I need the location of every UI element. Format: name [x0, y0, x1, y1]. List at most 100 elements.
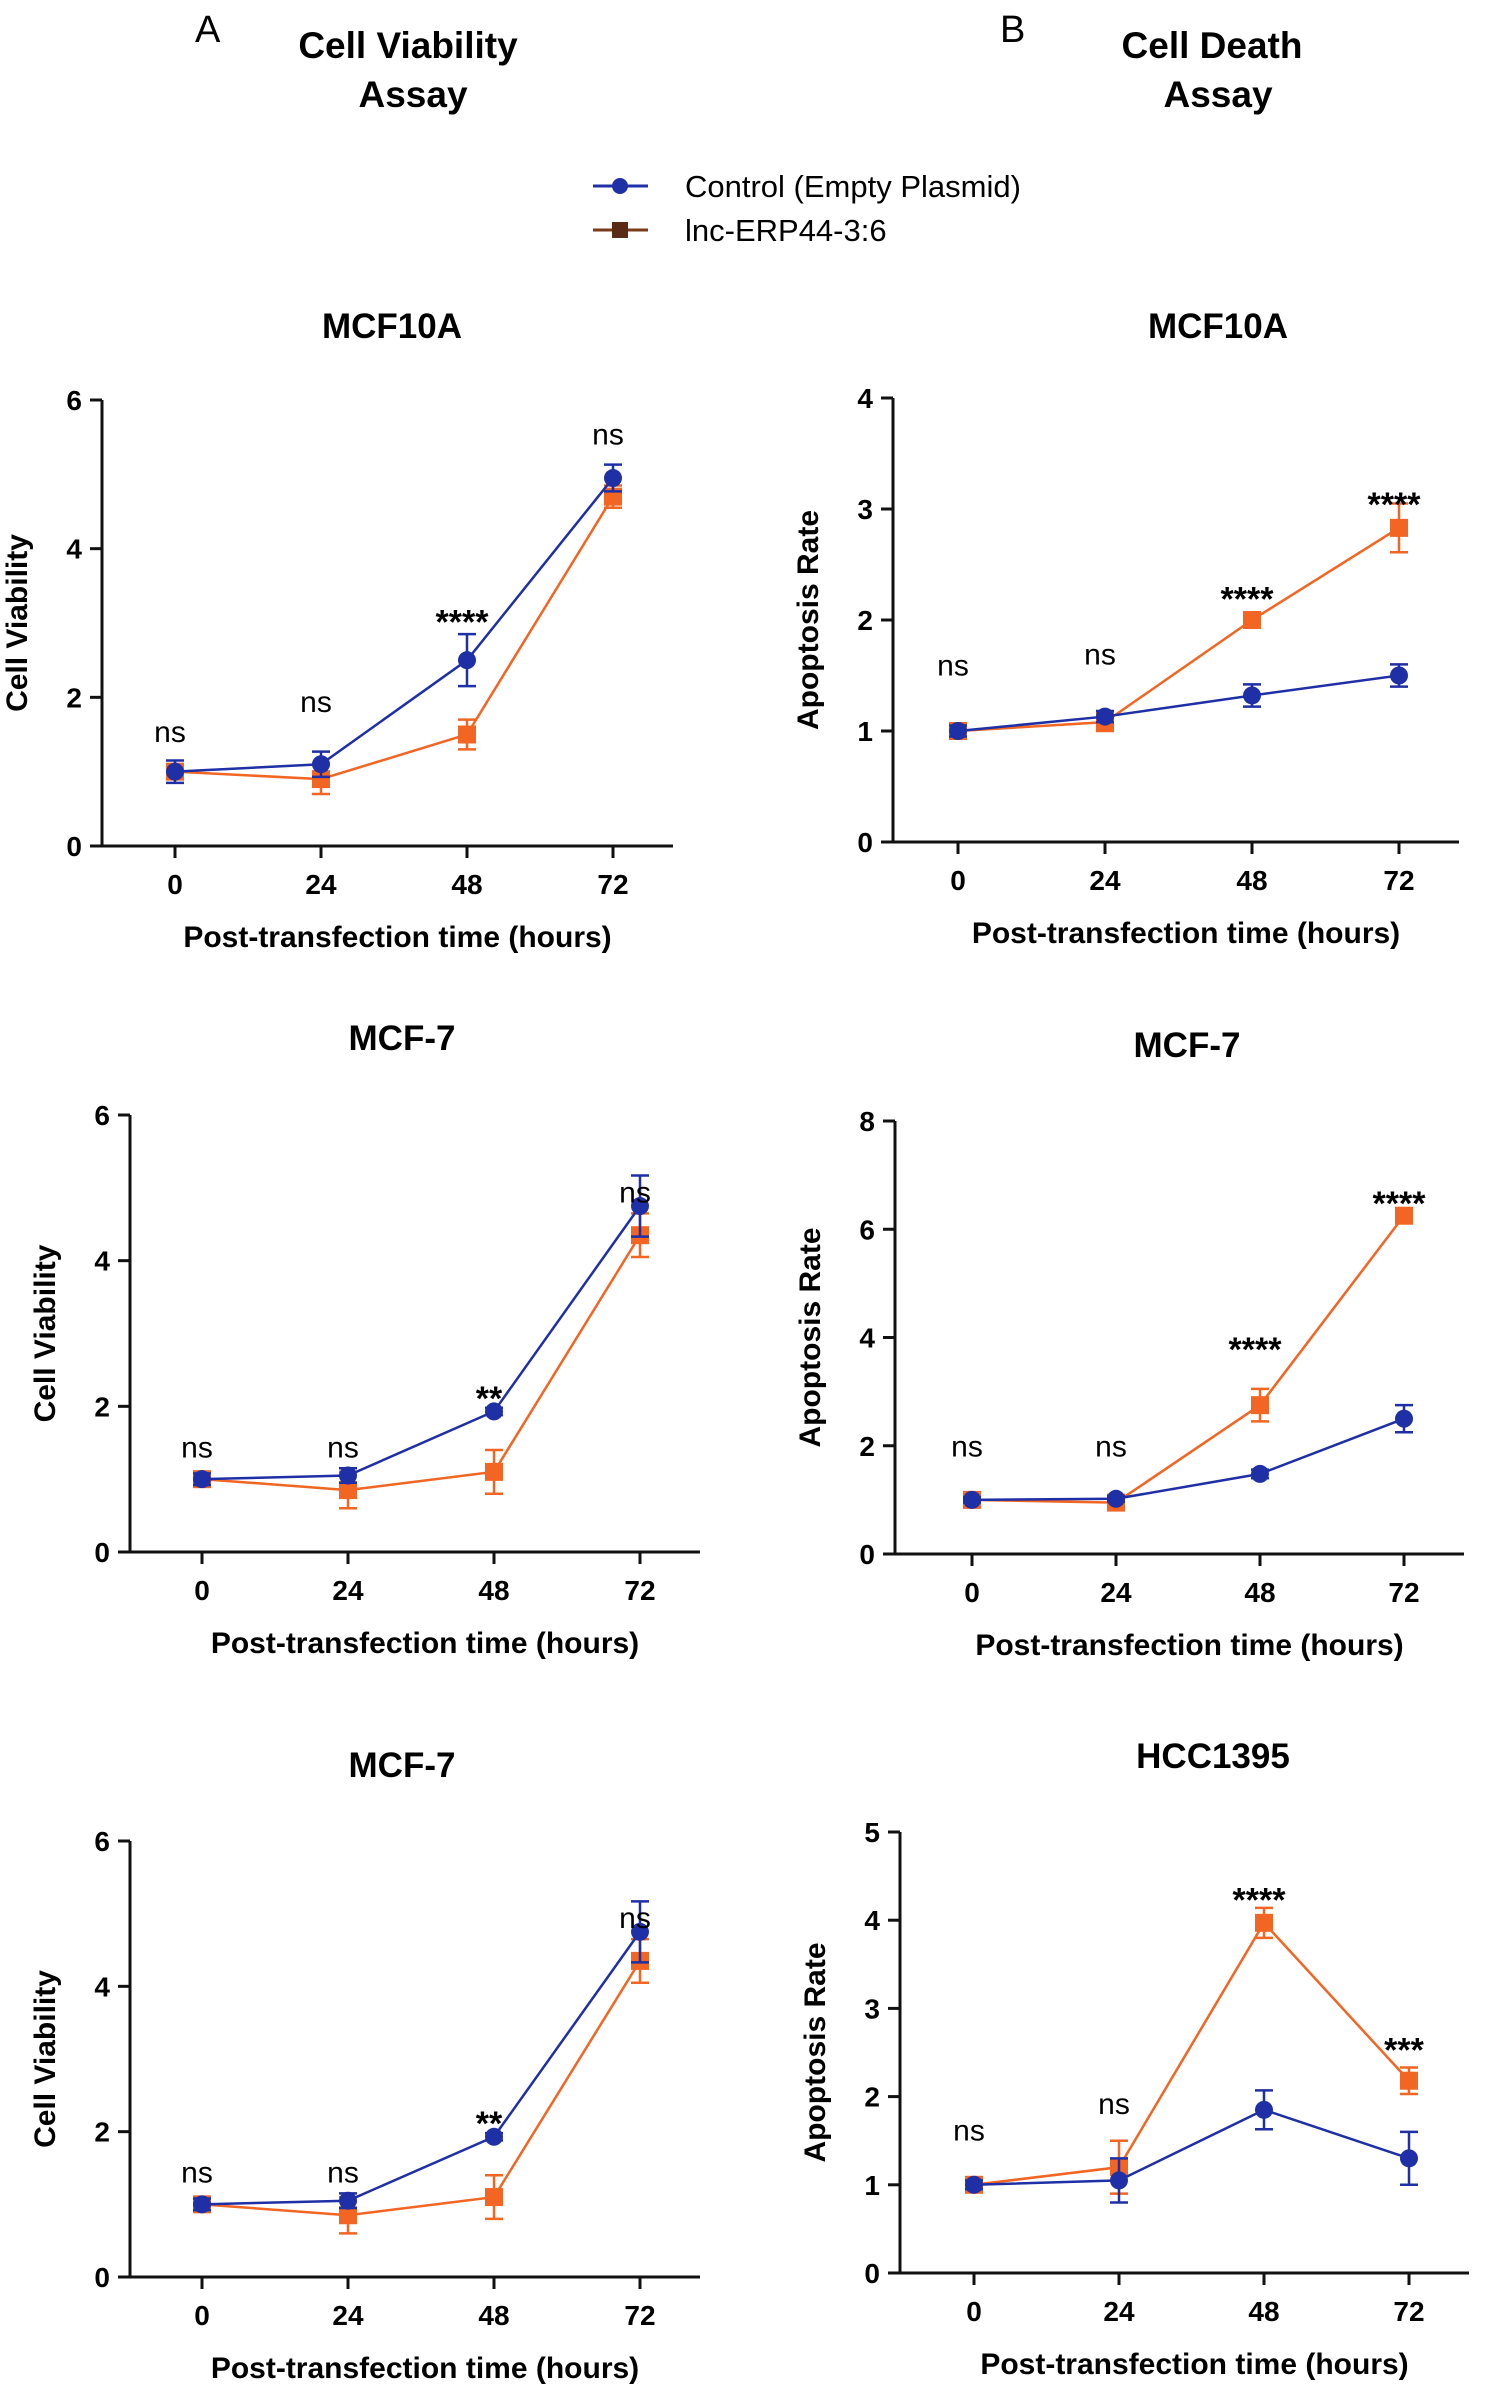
legend-lnc-marker: [612, 222, 628, 238]
x-tick-label: 24: [1103, 2296, 1135, 2327]
significance-label: ns: [327, 1431, 359, 1464]
series-line: [201, 1931, 642, 2206]
x-tick-label: 72: [1393, 2296, 1424, 2327]
significance-label: ns: [181, 1431, 213, 1464]
data-point-lnc: [1400, 2071, 1418, 2090]
data-point-control: [1390, 666, 1408, 685]
y-axis-label: Cell Viability: [29, 1244, 62, 1422]
x-tick-label: 24: [1100, 1577, 1132, 1608]
significance-label: ****: [1229, 1331, 1283, 1369]
x-tick-label: 48: [1248, 2296, 1279, 2327]
y-tick-label: 3: [857, 494, 873, 525]
data-point-control: [1096, 707, 1114, 726]
series-line: [973, 2108, 1410, 2187]
series-line: [957, 526, 1400, 733]
data-point-lnc: [1243, 611, 1261, 629]
y-tick-label: 0: [94, 2262, 110, 2293]
panel-a-letter: A: [195, 9, 221, 51]
x-tick-label: 24: [1089, 865, 1121, 896]
panel-a-title-line2: Assay: [358, 74, 467, 115]
y-tick-label: 4: [859, 1323, 875, 1354]
data-point-lnc: [1255, 1913, 1273, 1932]
y-tick-label: 8: [859, 1106, 875, 1137]
series-lnc: [166, 484, 622, 796]
data-point-control: [339, 2191, 357, 2210]
y-tick-label: 6: [94, 1826, 110, 1857]
y-tick-label: 0: [66, 831, 82, 862]
series-lnc: [949, 502, 1408, 740]
y-tick-label: 2: [94, 1391, 110, 1422]
series-line: [201, 1960, 642, 2217]
significance-label: ns: [181, 2157, 213, 2190]
significance-label: ****: [1233, 1882, 1287, 1920]
data-point-control: [1251, 1464, 1269, 1483]
data-point-control: [193, 2195, 211, 2214]
data-point-lnc: [485, 1462, 503, 1481]
x-tick-label: 24: [332, 2300, 364, 2331]
y-axis-label: Cell Viability: [1, 534, 34, 712]
y-tick-label: 4: [864, 1905, 880, 1936]
data-point-control: [485, 2127, 503, 2146]
data-point-control: [631, 1922, 649, 1941]
legend-item-control: Control (Empty Plasmid): [593, 169, 1021, 204]
y-tick-label: 2: [859, 1431, 875, 1462]
data-point-control: [1400, 2149, 1418, 2168]
chart-6: HCC1395 0 1 2 3 4 5 0 24 48 72 Post-transfection ti…: [799, 1737, 1469, 2381]
significance-label: **: [476, 1380, 503, 1418]
significance-label: ns: [1084, 638, 1116, 671]
data-point-control: [193, 1470, 211, 1489]
panel-b-title-line1: Cell Death: [1122, 25, 1303, 66]
series-line: [973, 1920, 1410, 2187]
y-tick-label: 1: [864, 2170, 880, 2201]
x-tick-label: 72: [624, 2300, 655, 2331]
significance-label: ****: [1221, 580, 1275, 618]
chart-title: HCC1395: [1136, 1737, 1290, 1776]
y-tick-label: 6: [859, 1214, 875, 1245]
data-point-control: [339, 1466, 357, 1485]
data-point-lnc: [339, 2206, 357, 2225]
significance-label: ****: [436, 604, 490, 642]
significance-label: ns: [619, 1902, 651, 1935]
y-tick-label: 0: [864, 2258, 880, 2289]
significance-label: ns: [1098, 2088, 1130, 2121]
series-line: [201, 1234, 642, 1492]
x-tick-label: 48: [451, 869, 482, 900]
data-point-control: [1255, 2100, 1273, 2119]
y-tick-label: 4: [857, 383, 873, 414]
data-point-control: [949, 722, 967, 740]
data-point-control: [485, 1402, 503, 1421]
significance-label: ns: [327, 2157, 359, 2190]
significance-label: ns: [300, 686, 332, 719]
significance-label: ns: [592, 419, 624, 452]
data-point-control: [1395, 1409, 1413, 1428]
x-tick-label: 0: [950, 865, 966, 896]
data-point-lnc: [1395, 1206, 1413, 1225]
y-tick-label: 2: [864, 2082, 880, 2113]
data-point-lnc: [339, 1481, 357, 1500]
x-tick-label: 48: [1236, 865, 1267, 896]
x-axis-label: Post-transfection time (hours): [211, 2352, 639, 2385]
y-tick-label: 0: [857, 827, 873, 858]
series-lnc: [193, 1212, 649, 1510]
significance-label: ****: [1373, 1185, 1427, 1223]
data-point-control: [1110, 2171, 1128, 2190]
data-point-lnc: [1390, 518, 1408, 537]
significance-label: ns: [619, 1176, 651, 1209]
series-control: [963, 1403, 1413, 1509]
data-point-lnc: [485, 2188, 503, 2207]
y-tick-label: 5: [864, 1817, 880, 1848]
legend: Control (Empty Plasmid) lnc-ERP44-3:6: [593, 169, 1021, 248]
x-tick-label: 0: [194, 1575, 210, 1606]
series-control: [166, 463, 622, 785]
data-point-control: [166, 762, 184, 781]
data-point-control: [604, 469, 622, 488]
legend-control-marker: [612, 178, 628, 194]
y-tick-label: 0: [94, 1537, 110, 1568]
y-tick-label: 4: [94, 1971, 110, 2002]
significance-label: ns: [953, 2115, 985, 2148]
x-axis-label: Post-transfection time (hours): [972, 917, 1400, 950]
series-line: [174, 477, 614, 773]
